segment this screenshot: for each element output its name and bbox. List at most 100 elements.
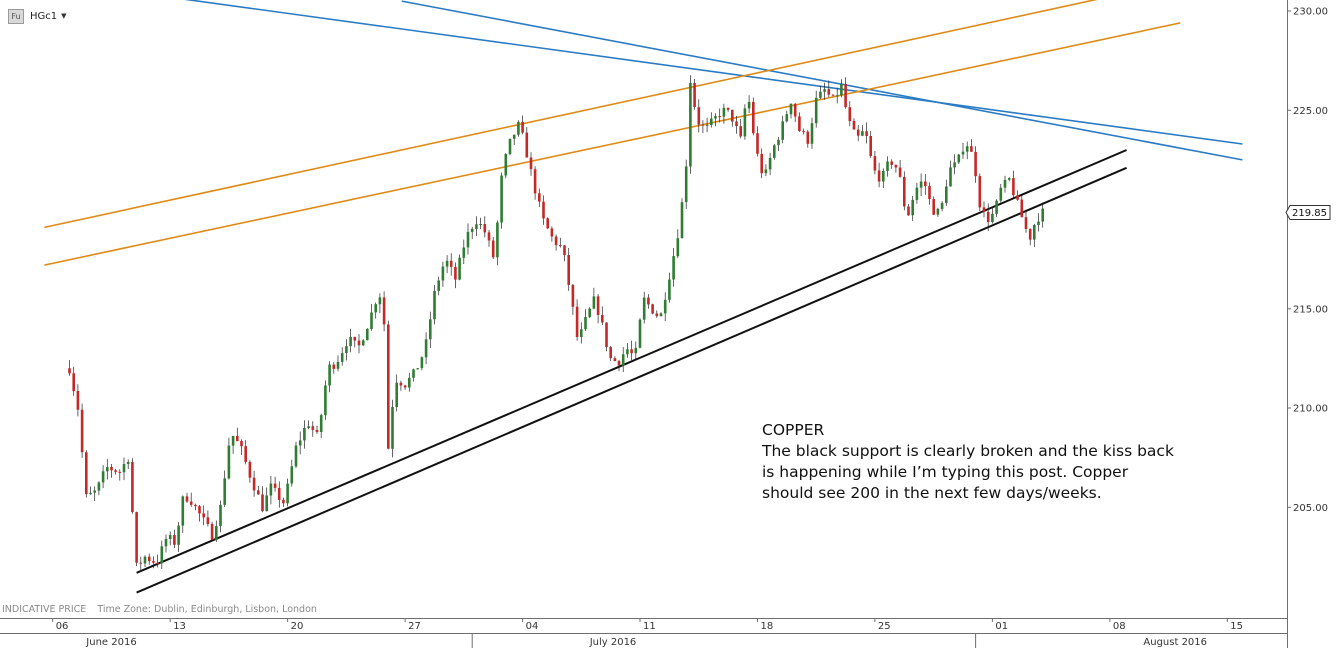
up-candle [663,299,667,314]
up-candle [911,199,914,216]
up-candle [621,354,625,366]
up-candle [823,89,826,92]
down-candle [752,101,755,134]
down-candle [802,131,805,133]
down-candle [701,124,705,126]
x-tick-label: 18 [761,621,774,632]
down-candle [894,164,898,168]
down-candle [1016,195,1019,200]
up-candle [764,169,768,174]
up-candle [861,131,864,136]
x-tick-label: 01 [995,621,1008,632]
up-candle [500,175,503,223]
up-candle [143,556,147,564]
up-candle [319,415,323,432]
up-candle [1033,225,1036,240]
month-label: June 2016 [85,637,136,648]
up-candle [374,304,377,313]
down-candle [357,340,361,346]
up-candle [634,347,638,354]
instrument-type-icon: Fu [8,8,24,24]
annotation-line: should see 200 in the next few days/week… [762,484,1102,502]
down-candle [617,360,621,366]
up-candle [512,134,516,139]
up-candle [303,428,306,441]
price-type-label: INDICATIVE PRICE [2,604,87,615]
up-candle [416,368,419,370]
x-tick-label: 06 [56,621,69,632]
down-candle [856,129,860,136]
down-candle [449,260,453,267]
symbol-selector[interactable]: Fu HGc1 ▼ [8,8,67,24]
up-candle [936,208,940,215]
up-candle [475,224,478,229]
up-candle [584,317,587,330]
up-candle [1003,179,1007,188]
down-candle [72,373,75,392]
down-candle [554,236,558,246]
down-candle [198,506,201,514]
down-candle [567,255,570,285]
up-candle [395,382,398,407]
up-candle [814,97,818,124]
up-candle [789,103,793,115]
trendline-orange-channel-upper [44,0,1098,229]
up-candle [106,467,109,472]
up-candle [160,546,164,564]
y-tick-label: 230.00 [1293,7,1328,18]
up-candle [957,154,961,163]
up-candle [919,181,923,188]
up-candle [638,319,642,348]
down-candle [110,467,113,471]
down-candle [454,266,457,280]
down-candle [697,107,701,125]
last-price-tag [1285,205,1331,220]
down-candle [735,121,738,127]
up-candle [773,145,776,158]
down-candle [655,313,659,317]
up-candle [470,228,474,232]
down-candle [575,306,579,337]
annotation-heading: COPPER [762,421,825,439]
up-candle [462,247,466,258]
down-candle [80,409,84,453]
down-candle [877,170,881,182]
up-candle [949,167,952,187]
down-candle [529,157,533,170]
up-candle [676,238,680,257]
up-candle [768,157,772,170]
down-candle [483,224,487,233]
up-candle [324,385,327,416]
down-candle [194,504,197,507]
down-candle [185,496,189,502]
down-candle [533,169,537,194]
down-candle [559,245,562,247]
up-candle [684,166,688,203]
up-candle [592,296,596,309]
down-candle [903,176,906,207]
down-candle [521,121,524,133]
up-candle [466,231,470,248]
down-candle [806,131,810,144]
chevron-down-icon[interactable]: ▼ [61,12,67,20]
up-candle [496,222,499,258]
down-candle [1020,199,1024,218]
up-candle [328,364,331,386]
down-candle [596,296,600,315]
up-candle [1041,208,1044,222]
up-candle [437,280,440,291]
up-candle [370,312,373,329]
down-candle [739,126,742,137]
down-candle [273,483,277,488]
up-candle [668,279,671,300]
up-candle [89,492,92,495]
up-candle [953,162,956,168]
down-candle [970,146,973,152]
down-candle [261,494,264,512]
up-candle [294,445,298,467]
down-candle [630,349,633,354]
down-candle [546,218,549,229]
down-candle [206,517,210,524]
down-candle [244,446,247,462]
